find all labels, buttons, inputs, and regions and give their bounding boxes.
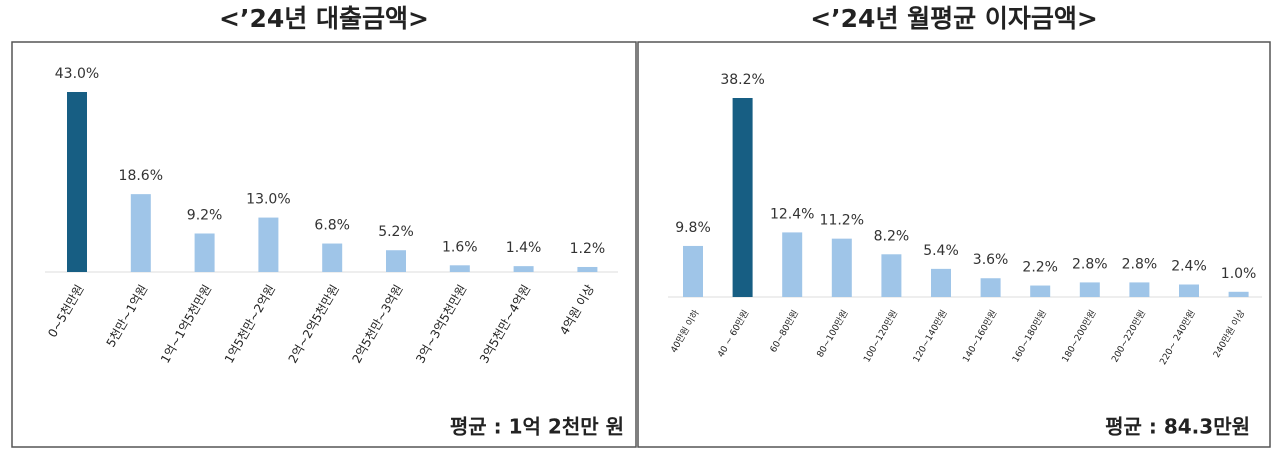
bar [782,232,803,297]
x-tick-label: 220~ 240만원 [1158,308,1198,367]
bar [258,217,279,272]
value-label: 38.2% [720,72,764,88]
bar [1179,284,1199,297]
bar [1129,282,1150,297]
x-tick-label: 40만원 이하 [669,308,703,355]
left-panel [11,41,637,448]
bar [831,238,852,297]
bar [1030,285,1051,297]
x-tick-label: 100~120만원 [861,308,900,364]
chart-title: <’24년 월평균 이자금액> [810,4,1098,33]
value-label: 8.2% [874,228,910,244]
value-label: 1.0% [1221,266,1257,282]
x-tick-label: 1억5천만~2억원 [221,282,278,366]
x-tick-label: 140~160만원 [961,308,1000,364]
x-tick-label: 200~220만원 [1109,308,1148,364]
value-label: 11.2% [820,213,864,229]
right-panel [637,41,1271,448]
value-label: 13.0% [246,192,290,208]
value-label: 3.6% [973,252,1009,268]
x-tick-label: 4억원 이상 [557,282,597,337]
x-tick-label: 160~180만원 [1010,308,1049,364]
x-tick-label: 2억5천만~3억원 [349,282,406,366]
value-label: 12.4% [770,206,814,222]
x-tick-label: 0~5천만원 [44,282,86,340]
value-label: 18.6% [119,168,163,184]
value-label: 5.4% [923,243,959,259]
bar [386,250,406,272]
chart-title: <’24년 대출금액> [219,4,429,33]
value-label: 1.6% [442,239,478,255]
bar [130,194,151,272]
bar [931,268,951,297]
value-label: 1.4% [506,240,542,256]
value-label: 2.8% [1072,256,1108,272]
bar [1079,282,1100,297]
x-tick-label: 1억~1억5천만원 [157,282,214,366]
x-tick-label: 240만원 이상 [1211,308,1247,360]
value-label: 5.2% [378,224,414,240]
value-label: 2.8% [1122,256,1158,272]
bar [1228,291,1249,297]
x-tick-label: 180~200만원 [1060,308,1099,364]
bar [732,98,753,297]
bar [67,92,87,272]
x-tick-label: 80~100만원 [815,308,851,359]
x-tick-label: 5천만~1억원 [103,282,151,350]
value-label: 2.4% [1171,258,1207,274]
bar [194,233,215,272]
x-tick-label: 3억5천만~4억원 [476,282,533,366]
annotation: 평균 : 84.3만원 [1105,415,1250,439]
bar [881,254,902,297]
x-tick-label: 120~140만원 [911,308,950,364]
x-tick-label: 40 ~ 60만원 [715,308,751,359]
x-tick-label: 60~80만원 [768,308,801,354]
value-label: 43.0% [55,66,99,82]
annotation: 평균 : 1억 2천만 원 [450,415,624,439]
value-label: 9.2% [187,207,223,223]
bar [513,266,534,272]
x-tick-label: 2억~2억5천만원 [285,282,342,366]
bar [683,245,703,297]
value-label: 6.8% [314,218,350,234]
bar [577,266,598,272]
value-label: 2.2% [1022,260,1058,276]
value-label: 1.2% [570,241,606,257]
value-label: 9.8% [675,220,711,236]
bar [980,278,1001,297]
x-tick-label: 3억~3억5천만원 [412,282,469,366]
bar [449,265,470,272]
bar [322,243,343,272]
